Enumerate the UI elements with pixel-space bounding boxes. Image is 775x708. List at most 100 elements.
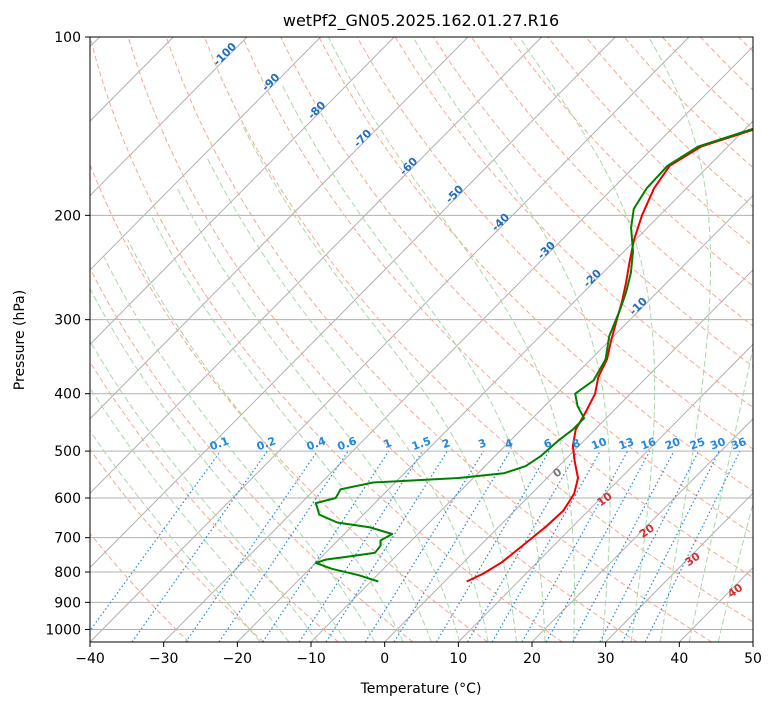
dry-adiabat bbox=[90, 532, 190, 642]
y-tick-label: 600 bbox=[54, 491, 81, 507]
moist-adiabat bbox=[206, 157, 489, 642]
moist-adiabat bbox=[519, 37, 656, 642]
mixing-ratio-label: 13 bbox=[617, 435, 636, 452]
isotherm--30 bbox=[163, 46, 753, 642]
moist-adiabat bbox=[327, 37, 575, 642]
y-tick-label: 900 bbox=[54, 595, 81, 611]
dry-adiabat bbox=[90, 37, 563, 642]
isotherm-0 bbox=[384, 269, 753, 642]
dry-adiabat bbox=[90, 267, 414, 642]
mixing-ratio-label: 0.4 bbox=[305, 434, 328, 453]
mixing-ratio-label: 2 bbox=[440, 436, 452, 451]
dry-adiabat bbox=[623, 37, 753, 169]
y-tick-label: 1000 bbox=[45, 622, 81, 638]
mixing-ratio-label: 36 bbox=[729, 435, 748, 453]
dry-adiabat bbox=[127, 37, 638, 642]
y-tick-label: 800 bbox=[54, 565, 81, 581]
moist-adiabat bbox=[688, 345, 753, 642]
mixing-ratio-line bbox=[466, 450, 579, 642]
moist-adiabat bbox=[103, 256, 376, 642]
mixing-ratio-label: 30 bbox=[709, 435, 728, 453]
moist-adiabat bbox=[127, 239, 404, 642]
mixing-ratio-line bbox=[90, 450, 222, 632]
isotherm--70 bbox=[90, 37, 469, 420]
moist-adiabat bbox=[412, 37, 611, 642]
mixing-ratio-line bbox=[599, 450, 700, 642]
isotherm--60 bbox=[90, 37, 542, 494]
mixing-ratio-line bbox=[298, 450, 424, 642]
isotherm--90 bbox=[90, 37, 321, 271]
dry-adiabat bbox=[318, 37, 753, 492]
mixing-ratio-label: 1 bbox=[382, 436, 394, 451]
mixing-ratio-line bbox=[521, 450, 629, 642]
x-tick-label: −20 bbox=[223, 651, 253, 667]
x-tick-label: −10 bbox=[296, 651, 326, 667]
mixing-ratio-label: 0.1 bbox=[208, 434, 231, 453]
isotherm-label: -100 bbox=[211, 40, 240, 69]
mixing-ratio-line bbox=[364, 450, 485, 642]
mixing-ratio-line bbox=[185, 450, 318, 642]
dry-adiabat bbox=[165, 37, 712, 642]
y-tick-label: 400 bbox=[54, 387, 81, 403]
mixing-ratio-line bbox=[435, 450, 550, 642]
isotherm-10 bbox=[457, 343, 753, 642]
moist-adiabat bbox=[90, 429, 261, 642]
dry-adiabat bbox=[738, 37, 753, 53]
moist-adiabat bbox=[90, 387, 290, 642]
mixing-ratio-label: 10 bbox=[590, 435, 609, 453]
mixing-ratio-line bbox=[218, 450, 349, 642]
plot-frame bbox=[89, 36, 754, 643]
mixing-ratio-label: 4 bbox=[503, 436, 515, 451]
mixing-ratio-label: 1.5 bbox=[410, 434, 433, 453]
mixing-ratio-label: 3 bbox=[477, 436, 489, 451]
y-axis-label: Pressure (hPa) bbox=[12, 290, 28, 390]
mixing-ratio-label: 25 bbox=[688, 435, 707, 452]
isotherm-label: -80 bbox=[305, 98, 328, 121]
mixing-ratio-label: 16 bbox=[639, 435, 658, 453]
y-tick-label: 500 bbox=[54, 444, 81, 460]
isotherm-label: -90 bbox=[259, 70, 282, 93]
isotherm-label: -40 bbox=[489, 211, 512, 234]
x-tick-label: 0 bbox=[380, 651, 389, 667]
y-axis: 1000 900 800 700 600 500 400 300 200 100 bbox=[45, 30, 90, 638]
mixing-ratio-label: 6 bbox=[542, 436, 554, 451]
isotherm--100 bbox=[90, 37, 248, 197]
isotherm--20 bbox=[236, 120, 753, 642]
isotherm-label: -10 bbox=[627, 295, 650, 318]
dry-adiabat bbox=[356, 37, 753, 450]
dry-adiabat bbox=[280, 37, 753, 535]
moist-adiabat bbox=[176, 187, 461, 642]
temperature-line bbox=[466, 128, 753, 583]
x-tick-label: 50 bbox=[744, 651, 762, 667]
x-axis-label: Temperature (°C) bbox=[360, 681, 482, 697]
x-axis: −40 −30 −20 −10 0 10 20 30 40 50 bbox=[75, 642, 762, 667]
mixing-ratio-line bbox=[572, 450, 675, 642]
isotherm--40 bbox=[90, 37, 690, 642]
dry-adiabat bbox=[509, 37, 753, 287]
isotherm-label: -70 bbox=[351, 127, 374, 150]
background-lines bbox=[90, 37, 753, 642]
isotherm-label: -30 bbox=[535, 239, 558, 262]
isotherm-50 bbox=[752, 641, 753, 642]
dry-adiabat bbox=[90, 163, 488, 642]
mixing-ratio-label: 0.2 bbox=[255, 434, 278, 453]
dry-adiabat bbox=[471, 37, 753, 327]
line-labels: -100 -90 -80 -70 -60 -50 -40 -30 -20 -10 0.1 0.2 0.4… bbox=[208, 40, 748, 601]
chart-title: wetPf2_GN05.2025.162.01.27.R16 bbox=[283, 11, 559, 31]
mixing-ratio-line bbox=[621, 450, 720, 642]
mixing-ratio-line bbox=[262, 450, 390, 642]
isotherm-30 bbox=[605, 492, 753, 642]
moist-adiabat bbox=[150, 215, 432, 642]
isotherm--50 bbox=[90, 37, 616, 569]
y-tick-label: 300 bbox=[54, 313, 81, 329]
y-tick-label: 100 bbox=[54, 30, 81, 46]
x-tick-label: −30 bbox=[149, 651, 179, 667]
dry-adiabat bbox=[700, 37, 753, 91]
mixing-ratio-line bbox=[491, 450, 601, 642]
moist-adiabat bbox=[648, 37, 712, 642]
moist-adiabat-label: 10 bbox=[595, 490, 615, 510]
x-tick-label: 40 bbox=[670, 651, 688, 667]
x-tick-label: −40 bbox=[75, 651, 105, 667]
moist-adiabat-label: 30 bbox=[683, 549, 703, 569]
